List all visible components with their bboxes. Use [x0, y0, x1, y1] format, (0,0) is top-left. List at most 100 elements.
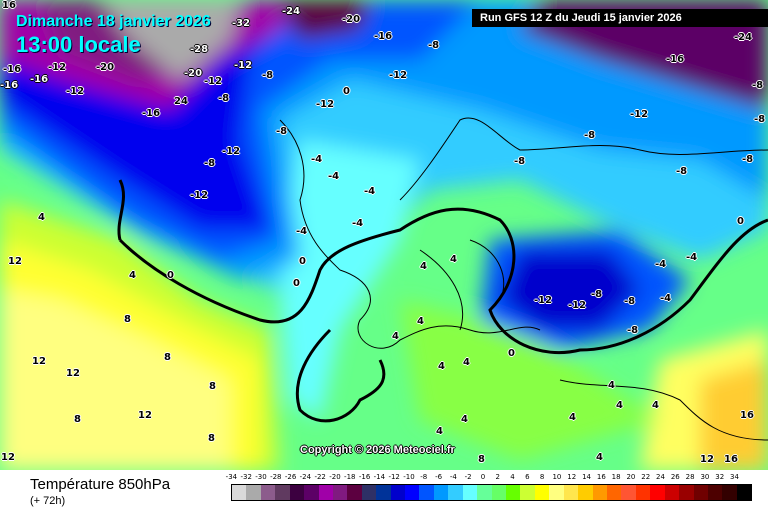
temperature-value-label: -16 — [3, 64, 22, 75]
temperature-value-label: -8 — [624, 296, 636, 307]
scale-tick-label: -14 — [373, 473, 386, 481]
temperature-value-label: 4 — [392, 331, 399, 342]
temperature-value-label: -28 — [190, 44, 209, 55]
scale-tick-label: -4 — [449, 473, 457, 481]
temperature-value-label: -8 — [627, 325, 639, 336]
scale-tick-label: -6 — [435, 473, 443, 481]
scale-tick-label: 22 — [641, 473, 651, 481]
scale-tick-label: -26 — [284, 473, 297, 481]
scale-tick-label: -28 — [270, 473, 282, 481]
scale-swatch — [506, 485, 521, 500]
color-scale: -34 -32 -30 -28 -26 -24 -22 -20 -18 -16 -14 -12 -10-… — [224, 473, 756, 501]
temperature-value-label: 12 — [66, 368, 80, 379]
scale-tick-label: -32 — [240, 473, 252, 481]
scale-swatch — [491, 485, 507, 500]
scale-tick-label: 2 — [495, 473, 500, 481]
scale-swatch — [289, 485, 305, 500]
scale-swatch — [650, 485, 665, 500]
coastlines — [279, 117, 768, 441]
scale-tick-label: 8 — [539, 473, 545, 481]
temperature-value-label: 4 — [616, 400, 623, 411]
temperature-value-label: 0 — [508, 348, 515, 359]
forecast-date: Dimanche 18 janvier 2026 — [16, 13, 211, 30]
temperature-value-label: 4 — [417, 316, 424, 327]
temperature-value-label: -12 — [222, 146, 241, 157]
scale-tick-label: -16 — [358, 473, 371, 481]
scale-swatch — [520, 485, 535, 500]
temperature-value-label: -16 — [666, 54, 685, 65]
scale-swatch — [260, 485, 276, 500]
temperature-value-label: -8 — [204, 158, 216, 169]
model-run-info: Run GFS 12 Z du Jeudi 15 janvier 2026 — [472, 9, 768, 27]
temperature-value-label: 16 — [724, 454, 738, 465]
temperature-value-label: 0 — [293, 278, 300, 289]
scale-swatch — [347, 485, 362, 500]
temperature-value-label: 12 — [700, 454, 714, 465]
temperature-value-label: -8 — [742, 154, 754, 165]
temperature-value-label: -12 — [48, 62, 67, 73]
temperature-value-label: 4 — [596, 452, 603, 463]
temperature-value-label: -8 — [276, 126, 288, 137]
temperature-value-label: -8 — [262, 70, 274, 81]
temperature-value-label: -8 — [428, 40, 440, 51]
scale-swatch — [433, 485, 449, 500]
temperature-value-label: 4 — [461, 414, 468, 425]
scale-tick-label: -20 — [329, 473, 341, 481]
temperature-value-label: -4 — [328, 171, 340, 182]
temperature-field — [0, 0, 768, 470]
scale-tick-label: 26 — [670, 473, 680, 481]
temperature-value-label: -16 — [0, 80, 19, 91]
map-title: Température 850hPa — [30, 476, 171, 493]
scale-swatch — [318, 485, 333, 500]
scale-tick-label: -22 — [314, 473, 326, 481]
color-scale-bar — [231, 484, 752, 501]
scale-tick-label: 32 — [715, 473, 725, 481]
temperature-value-label: -4 — [352, 218, 364, 229]
scale-tick-label: 12 — [567, 473, 577, 481]
scale-tick-label: -10 — [403, 473, 415, 481]
forecast-lead-time: (+ 72h) — [30, 495, 66, 507]
temperature-value-label: 8 — [209, 381, 216, 392]
temperature-value-label: 4 — [438, 361, 445, 372]
scale-swatch — [304, 485, 319, 500]
scale-swatch — [462, 485, 478, 500]
temperature-map: 16 -16 -12 -20 -12 -16 24 -12 -8 -12 -8 -12 -8 -20 -16… — [0, 0, 768, 470]
temperature-value-label: 4 — [129, 270, 136, 281]
scale-swatch — [707, 485, 723, 500]
scale-tick-label: 14 — [582, 473, 591, 481]
temperature-value-label: -4 — [686, 252, 698, 263]
scale-swatch — [736, 485, 752, 500]
temperature-value-label: -4 — [311, 154, 323, 165]
temperature-value-label: -8 — [752, 80, 764, 91]
scale-swatch — [635, 485, 651, 500]
temperature-value-label: 8 — [124, 314, 131, 325]
temperature-value-label: -8 — [676, 166, 688, 177]
copyright-notice: Copyright © 2026 Meteociel.fr — [300, 444, 455, 456]
temperature-value-label: 0 — [737, 216, 744, 227]
temperature-value-label: -24 — [734, 32, 753, 43]
scale-swatch — [578, 485, 593, 500]
scale-tick-label: -24 — [299, 473, 312, 481]
scale-swatch — [448, 485, 463, 500]
scale-tick-label: 16 — [596, 473, 606, 481]
temperature-value-label: -24 — [282, 6, 301, 17]
temperature-value-label: -4 — [655, 259, 667, 270]
scale-swatch — [592, 485, 607, 500]
scale-swatch — [390, 485, 406, 500]
scale-swatch — [332, 485, 348, 500]
scale-tick-label: 0 — [480, 473, 486, 481]
temperature-value-label: -8 — [514, 156, 526, 167]
temperature-value-label: -16 — [374, 31, 393, 42]
scale-tick-label: 10 — [552, 473, 562, 481]
temperature-value-label: -8 — [754, 114, 766, 125]
scale-swatch — [679, 485, 694, 500]
temperature-value-label: 4 — [569, 412, 576, 423]
temperature-value-label: -8 — [218, 93, 230, 104]
temperature-value-label: 0 — [299, 256, 306, 267]
scale-swatch — [621, 485, 636, 500]
temperature-value-label: -16 — [142, 108, 161, 119]
temperature-value-label: -20 — [342, 14, 361, 25]
temperature-value-label: -8 — [591, 289, 603, 300]
scale-tick-label: -34 — [225, 473, 238, 481]
temperature-value-label: 8 — [164, 352, 171, 363]
